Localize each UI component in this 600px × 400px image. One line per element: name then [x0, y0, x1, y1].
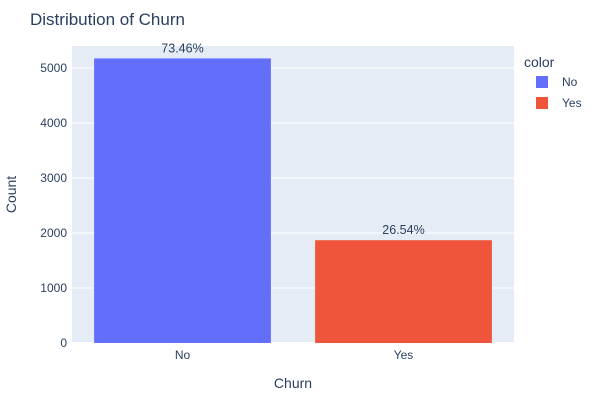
x-axis-title: Churn	[274, 375, 312, 391]
x-tick-label: Yes	[394, 348, 414, 362]
bar-data-label: 26.54%	[382, 223, 424, 237]
y-tick-label: 5000	[40, 61, 67, 75]
legend-label: No	[562, 75, 578, 89]
chart-title: Distribution of Churn	[30, 10, 185, 29]
y-axis-title: Count	[3, 176, 19, 213]
bar	[94, 58, 271, 344]
y-tick-label: 0	[60, 336, 67, 350]
x-tick-label: No	[175, 348, 191, 362]
bar	[315, 240, 492, 343]
y-tick-label: 3000	[40, 171, 67, 185]
legend: color No Yes	[524, 54, 582, 110]
legend-swatch	[536, 97, 548, 109]
legend-swatch	[536, 76, 548, 88]
bar-data-label: 73.46%	[161, 41, 203, 55]
data-labels: 73.46% 26.54%	[161, 41, 424, 237]
y-tick-label: 1000	[40, 281, 67, 295]
y-axis-ticks: 0 1000 2000 3000 4000 5000	[40, 61, 67, 350]
legend-title: color	[524, 54, 555, 70]
x-axis-ticks: No Yes	[175, 348, 413, 362]
bars	[94, 58, 492, 344]
y-tick-label: 2000	[40, 226, 67, 240]
y-tick-label: 4000	[40, 116, 67, 130]
legend-label: Yes	[562, 96, 582, 110]
